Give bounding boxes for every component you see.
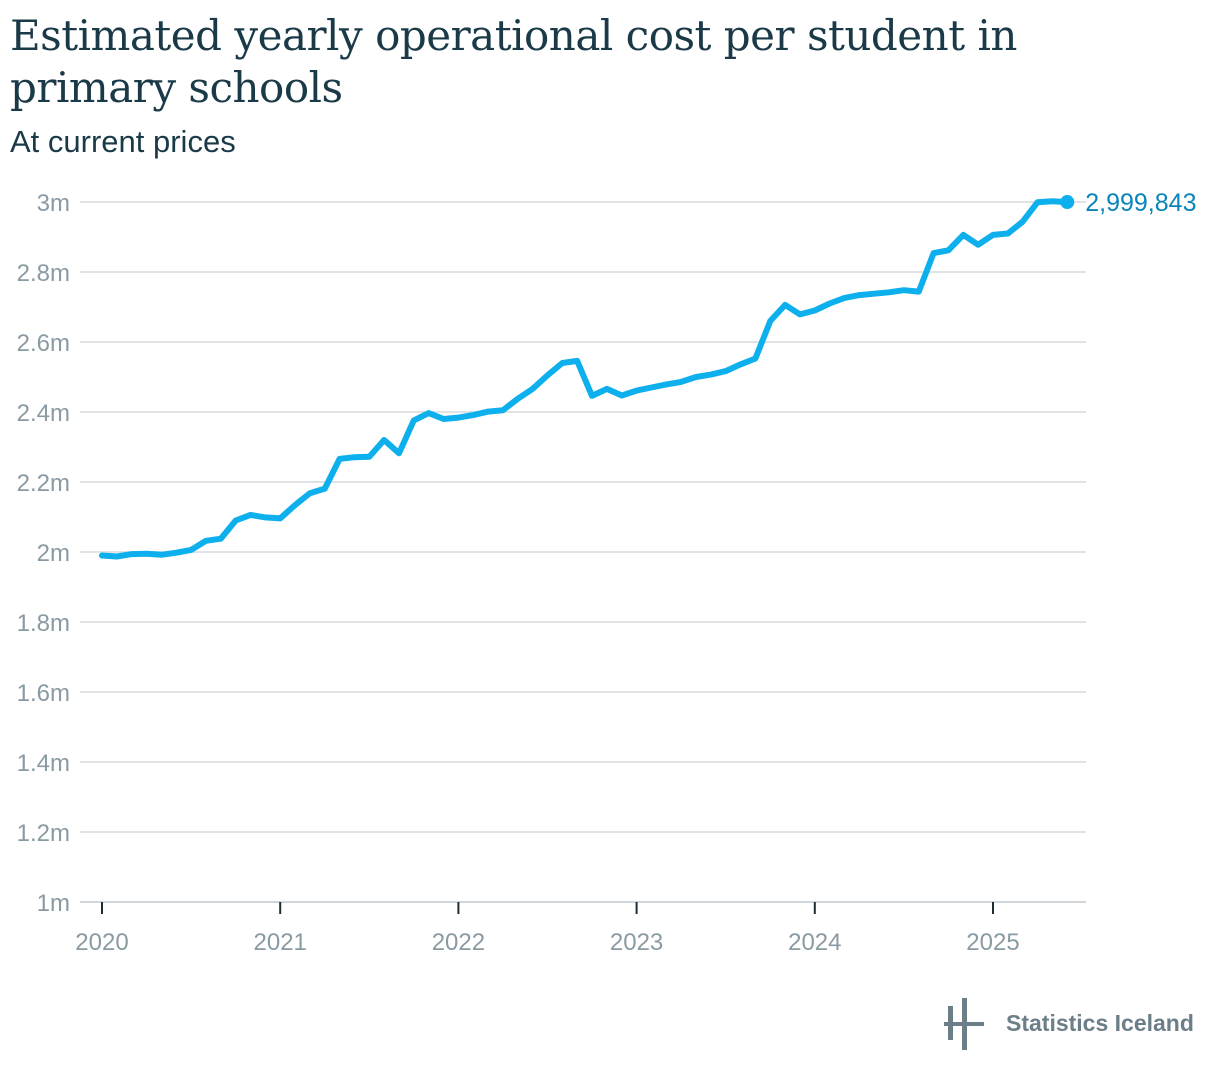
x-axis-labels: 2020 2021 2022 2023 2024 2025 xyxy=(75,929,1019,956)
y-tick-label: 1.6m xyxy=(17,680,70,707)
chart-title: Estimated yearly operational cost per st… xyxy=(10,11,1017,112)
series-path xyxy=(99,198,1071,560)
x-tick-label: 2020 xyxy=(75,929,128,956)
y-tick-label: 1.8m xyxy=(17,610,70,637)
statistics-iceland-logo[interactable]: Statistics Iceland xyxy=(944,996,1204,1052)
grid-lines xyxy=(80,201,1086,903)
y-axis-labels: 1m 1.2m 1.4m 1.6m 1.8m 2m 2.2m 2.4m 2.6m 2.8m 3m xyxy=(17,190,70,917)
y-tick-label: 2.6m xyxy=(17,330,70,357)
y-tick-label: 1.4m xyxy=(17,750,70,777)
y-tick-label: 3m xyxy=(37,190,70,217)
end-point-marker xyxy=(1060,195,1075,210)
x-tick-label: 2022 xyxy=(432,929,485,956)
chart-subtitle: At current prices xyxy=(10,124,236,159)
y-tick-label: 2.2m xyxy=(17,470,70,497)
x-tick-label: 2025 xyxy=(966,929,1019,956)
y-tick-label: 2m xyxy=(37,540,70,567)
statistics-iceland-logo-icon xyxy=(944,998,984,1050)
x-tick-label: 2024 xyxy=(788,929,841,956)
x-tick-label: 2021 xyxy=(254,929,307,956)
y-tick-label: 1m xyxy=(37,890,70,917)
y-tick-label: 1.2m xyxy=(17,820,70,847)
series-line: 2,999,843 xyxy=(99,189,1196,560)
y-tick-label: 2.4m xyxy=(17,400,70,427)
line-chart: 1m 1.2m 1.4m 1.6m 1.8m 2m 2.2m 2.4m 2.6m 2.8m 3m 2… xyxy=(17,189,1197,956)
y-tick-label: 2.8m xyxy=(17,260,70,287)
x-axis xyxy=(80,901,1086,914)
end-value-label: 2,999,843 xyxy=(1085,189,1196,217)
x-tick-label: 2023 xyxy=(610,929,663,956)
logo-text: Statistics Iceland xyxy=(1006,1010,1194,1036)
